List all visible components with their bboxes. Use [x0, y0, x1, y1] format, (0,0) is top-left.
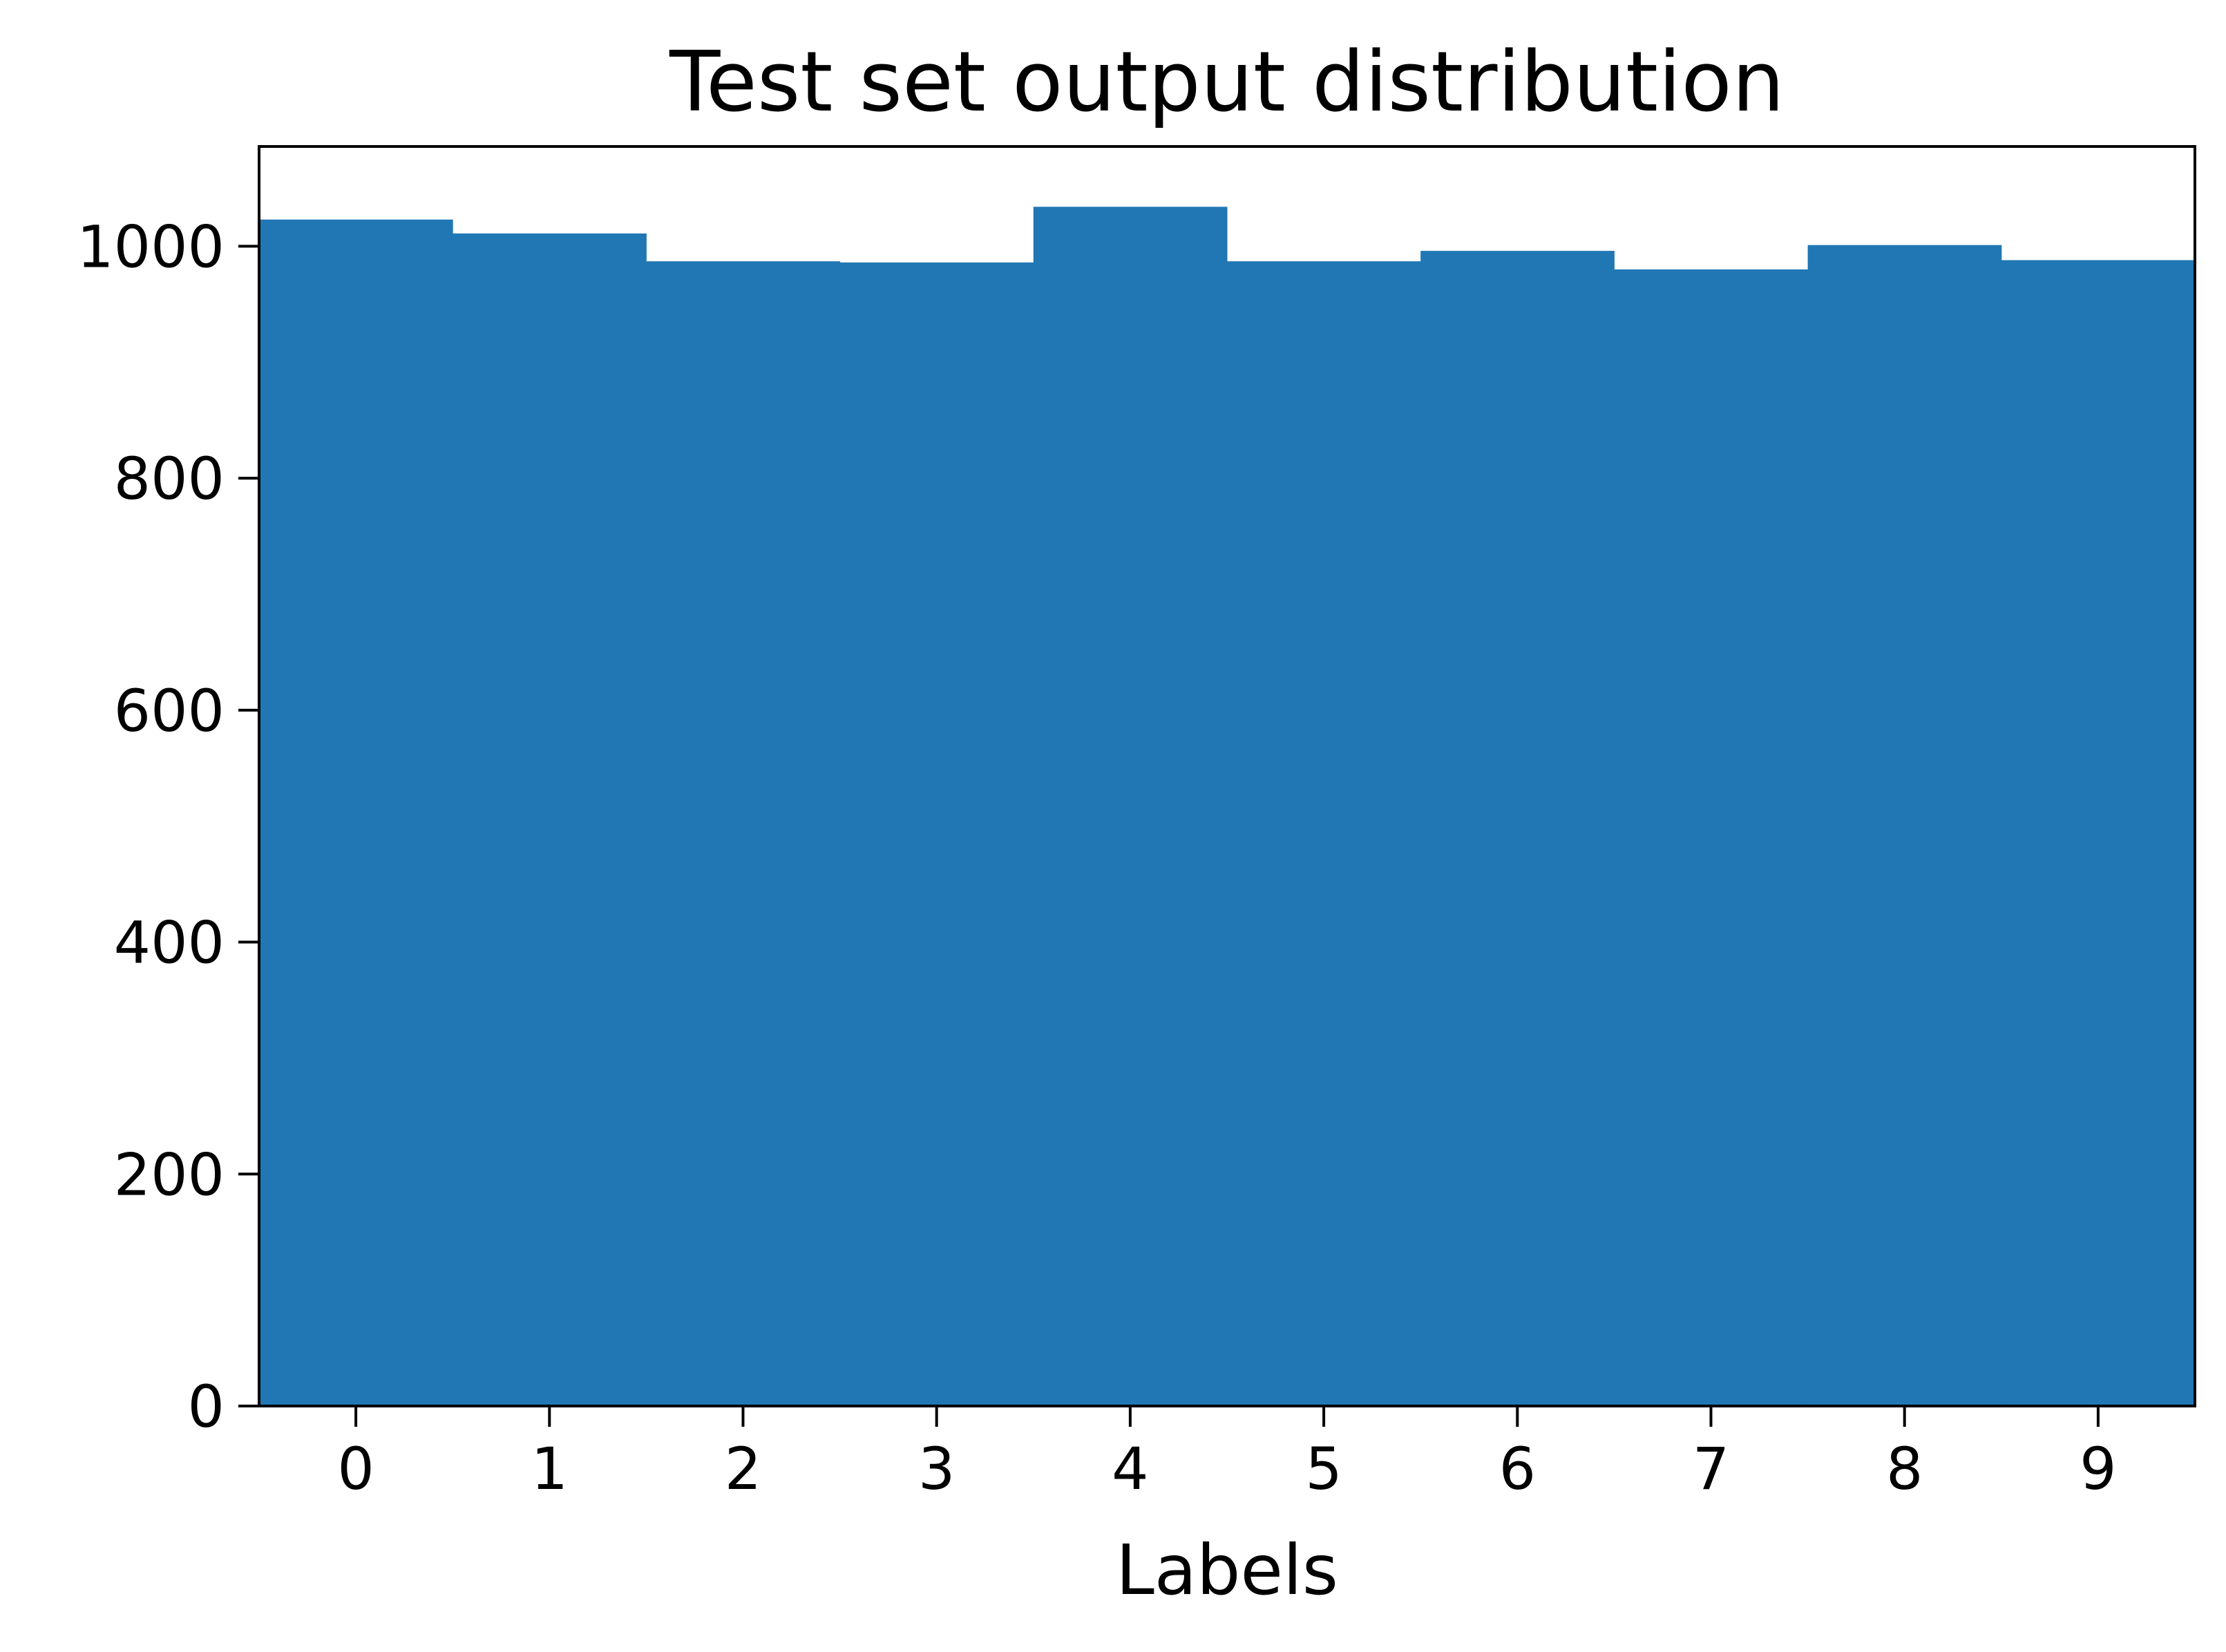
bar-9	[2001, 260, 2196, 1406]
y-tick-label-800: 800	[114, 445, 225, 513]
bar-3	[839, 262, 1034, 1406]
bars-layer	[259, 207, 2196, 1407]
plot-frame	[258, 145, 2196, 1407]
y-tick-label-600: 600	[114, 677, 225, 745]
ticks-layer: 0 1 2 3 4 5 6 7 8 9 0 200 400 600 800 1000	[77, 213, 2116, 1503]
y-tick-label-1000: 1000	[77, 213, 225, 281]
bar-5	[1227, 261, 1421, 1407]
y-tick-label-400: 400	[114, 909, 225, 977]
x-tick-label-1: 1	[531, 1435, 568, 1503]
bar-2	[646, 261, 841, 1407]
x-axis-label: Labels	[1116, 1530, 1338, 1611]
x-tick-label-6: 6	[1499, 1435, 1536, 1503]
x-tick-label-0: 0	[337, 1435, 374, 1503]
y-tick-label-200: 200	[114, 1141, 225, 1208]
y-tick-label-0: 0	[188, 1373, 225, 1441]
bar-0	[259, 219, 453, 1406]
x-tick-label-3: 3	[918, 1435, 955, 1503]
x-tick-label-4: 4	[1112, 1435, 1148, 1503]
bar-7	[1614, 269, 1809, 1406]
x-tick-label-7: 7	[1693, 1435, 1729, 1503]
bar-1	[453, 233, 647, 1406]
x-tick-label-8: 8	[1886, 1435, 1923, 1503]
chart-title: Test set output distribution	[669, 35, 1785, 131]
x-tick-label-5: 5	[1305, 1435, 1342, 1503]
x-tick-label-2: 2	[725, 1435, 761, 1503]
bar-8	[1807, 245, 2002, 1406]
bar-4	[1033, 207, 1228, 1407]
bar-6	[1420, 251, 1615, 1406]
x-tick-label-9: 9	[2080, 1435, 2116, 1503]
